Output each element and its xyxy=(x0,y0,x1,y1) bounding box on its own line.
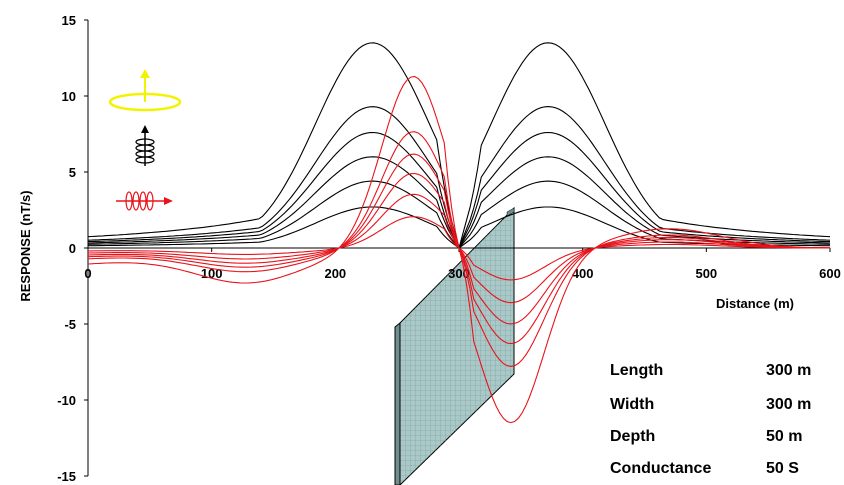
plate-top xyxy=(506,207,515,217)
y-tick-label: -10 xyxy=(57,393,76,408)
param-conductance-label: Conductance xyxy=(610,460,711,477)
param-length-label: Length xyxy=(610,362,663,379)
param-depth-label: Depth xyxy=(610,428,655,445)
y-tick-label: 15 xyxy=(62,13,76,28)
y-axis-title: RESPONSE (nT/s) xyxy=(18,190,33,301)
param-length-value: 300 m xyxy=(766,362,811,379)
x-tick-label: 0 xyxy=(84,266,91,281)
y-tick-label: 10 xyxy=(62,89,76,104)
param-conductance-value: 50 S xyxy=(766,460,799,477)
vertical-series-line-1 xyxy=(87,42,831,251)
model-parameters: Length 300 m Width 300 m Depth 50 m Cond… xyxy=(610,362,811,477)
y-tick-label: -15 xyxy=(57,469,76,484)
y-tick-label: 0 xyxy=(69,241,76,256)
transmitter-loop-icon xyxy=(108,69,182,112)
vertical-series-line-5 xyxy=(87,180,831,249)
conductor-plate xyxy=(394,206,515,485)
y-tick-label: -5 xyxy=(64,317,76,332)
param-depth-value: 50 m xyxy=(766,428,802,445)
x-tick-label: 500 xyxy=(695,266,717,281)
vertical-component-series xyxy=(87,42,831,251)
y-tick-label: 5 xyxy=(69,165,76,180)
x-tick-label: 400 xyxy=(572,266,594,281)
vertical-series-line-2 xyxy=(87,106,831,250)
plate-edge xyxy=(394,321,401,485)
plate-face-grid xyxy=(400,208,514,485)
param-width-label: Width xyxy=(610,396,654,413)
vertical-series-line-3 xyxy=(87,131,831,250)
x-axis-title: Distance (m) xyxy=(716,296,794,311)
horizontal-component-series xyxy=(87,75,830,424)
horizontal-series-line-6 xyxy=(88,216,830,281)
vertical-receiver-coil-icon xyxy=(135,125,155,166)
x-tick-label: 200 xyxy=(324,266,346,281)
param-width-value: 300 m xyxy=(766,396,811,413)
horizontal-receiver-coil-icon xyxy=(116,191,173,211)
x-tick-label: 600 xyxy=(819,266,841,281)
